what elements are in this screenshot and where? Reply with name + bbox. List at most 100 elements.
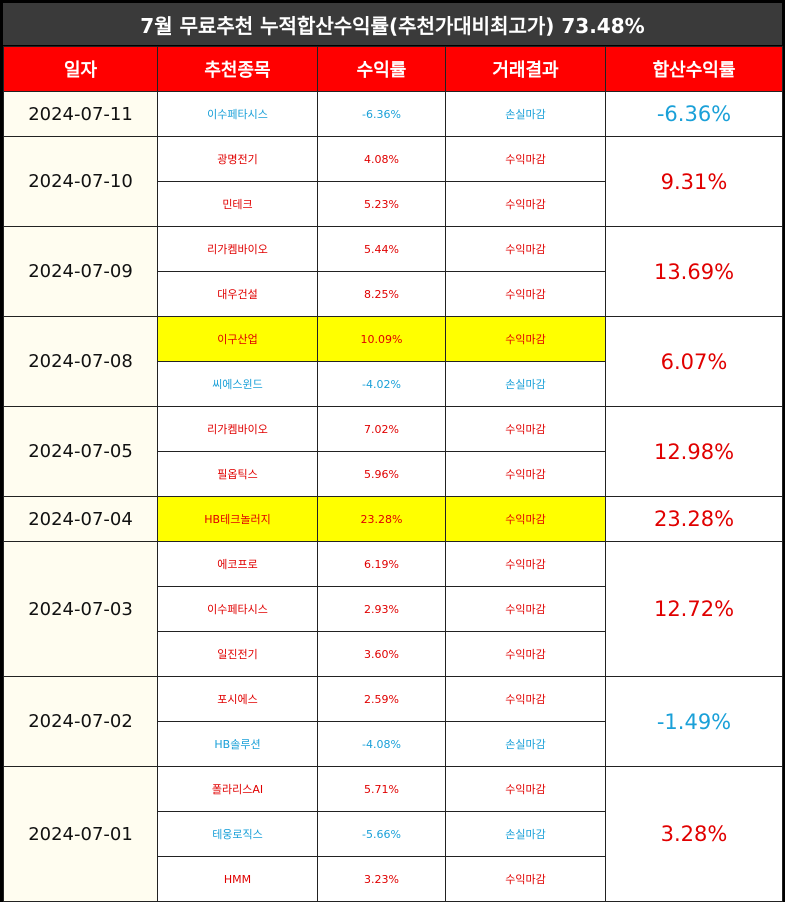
total-return-cell: 3.28% — [605, 766, 783, 902]
total-return-cell: -6.36% — [605, 91, 783, 137]
table-body: 2024-07-11 이수페타시스 -6.36% 손실마감 -6.36% 2024-07-… — [3, 91, 783, 902]
result-cell: 수익마감 — [445, 766, 606, 812]
table-row: 일진전기 3.60% 수익마감 — [4, 631, 783, 677]
date-cell: 2024-07-10 — [3, 136, 158, 227]
total-return-cell: 13.69% — [605, 226, 783, 317]
result-cell: 손실마감 — [445, 811, 606, 857]
stock-cell: 이수페타시스 — [157, 91, 318, 137]
date-cell: 2024-07-11 — [3, 91, 158, 137]
total-return-cell: 6.07% — [605, 316, 783, 407]
rate-cell: 2.93% — [317, 586, 446, 632]
table-row: HB솔루션 -4.08% 손실마감 — [4, 721, 783, 767]
result-cell: 수익마감 — [445, 451, 606, 497]
stock-cell: 민테크 — [157, 181, 318, 227]
stock-cell: 테웅로직스 — [157, 811, 318, 857]
result-cell: 수익마감 — [445, 181, 606, 227]
result-cell: 수익마감 — [445, 856, 606, 902]
rate-cell: -4.08% — [317, 721, 446, 767]
stock-cell: HB테크놀러지 — [157, 496, 318, 542]
total-return-cell: 9.31% — [605, 136, 783, 227]
result-cell: 수익마감 — [445, 496, 606, 542]
stock-cell: 이수페타시스 — [157, 586, 318, 632]
table-row: HMM 3.23% 수익마감 — [4, 856, 783, 902]
rate-cell: 5.96% — [317, 451, 446, 497]
page-title: 7월 무료추천 누적합산수익률(추천가대비최고가) 73.48% — [3, 3, 782, 45]
rate-cell: 2.59% — [317, 676, 446, 722]
returns-table-frame: 7월 무료추천 누적합산수익률(추천가대비최고가) 73.48% 일자 추천종목… — [3, 3, 783, 902]
table-row: 2024-07-11 이수페타시스 -6.36% 손실마감 -6.36% — [3, 91, 783, 137]
stock-cell: 일진전기 — [157, 631, 318, 677]
stock-cell: HMM — [157, 856, 318, 902]
header-date: 일자 — [3, 46, 158, 92]
table-row: 대우건설 8.25% 수익마감 — [4, 271, 783, 317]
date-cell: 2024-07-03 — [3, 541, 158, 677]
rate-cell: 23.28% — [317, 496, 446, 542]
header-result: 거래결과 — [445, 46, 606, 92]
rate-cell: 4.08% — [317, 136, 446, 182]
date-cell: 2024-07-05 — [3, 406, 158, 497]
stock-cell: 에코프로 — [157, 541, 318, 587]
date-cell: 2024-07-08 — [3, 316, 158, 407]
result-cell: 수익마감 — [445, 676, 606, 722]
date-cell: 2024-07-01 — [3, 766, 158, 902]
stock-cell: HB솔루션 — [157, 721, 318, 767]
rate-cell: 5.71% — [317, 766, 446, 812]
result-cell: 손실마감 — [445, 361, 606, 407]
result-cell: 손실마감 — [445, 91, 606, 137]
stock-cell: 폴라리스AI — [157, 766, 318, 812]
total-return-cell: 12.72% — [605, 541, 783, 677]
stock-cell: 광명전기 — [157, 136, 318, 182]
total-return-cell: 12.98% — [605, 406, 783, 497]
table-row: 2024-07-05 리가켐바이오 7.02% 수익마감 12.98% — [3, 406, 783, 497]
result-cell: 수익마감 — [445, 226, 606, 272]
table-row: 2024-07-08 이구산업 10.09% 수익마감 6.07% — [3, 316, 783, 407]
rate-cell: 10.09% — [317, 316, 446, 362]
rate-cell: 8.25% — [317, 271, 446, 317]
table-row: 2024-07-04 HB테크놀러지 23.28% 수익마감 23.28% — [3, 496, 783, 542]
result-cell: 수익마감 — [445, 541, 606, 587]
table-row: 2024-07-09 리가켐바이오 5.44% 수익마감 13.69% — [3, 226, 783, 317]
returns-table: 일자 추천종목 수익률 거래결과 합산수익률 2024-07-11 이수페타시스 -… — [3, 46, 783, 902]
rate-cell: -6.36% — [317, 91, 446, 137]
table-row: 2024-07-01 폴라리스AI 5.71% 수익마감 3.28% — [3, 766, 783, 902]
result-cell: 수익마감 — [445, 316, 606, 362]
stock-cell: 이구산업 — [157, 316, 318, 362]
rate-cell: 7.02% — [317, 406, 446, 452]
table-row: 필옵틱스 5.96% 수익마감 — [4, 451, 783, 497]
stock-cell: 리가켐바이오 — [157, 226, 318, 272]
result-cell: 수익마감 — [445, 136, 606, 182]
rate-cell: -5.66% — [317, 811, 446, 857]
header-total: 합산수익률 — [605, 46, 783, 92]
header-rate: 수익률 — [317, 46, 446, 92]
stock-cell: 포시에스 — [157, 676, 318, 722]
rate-cell: 5.23% — [317, 181, 446, 227]
header-stock: 추천종목 — [157, 46, 318, 92]
result-cell: 수익마감 — [445, 406, 606, 452]
stock-cell: 대우건설 — [157, 271, 318, 317]
stock-cell: 필옵틱스 — [157, 451, 318, 497]
table-header-row: 일자 추천종목 수익률 거래결과 합산수익률 — [3, 46, 783, 92]
table-row: 2024-07-03 에코프로 6.19% 수익마감 12.72% — [3, 541, 783, 677]
result-cell: 수익마감 — [445, 271, 606, 317]
rate-cell: 3.23% — [317, 856, 446, 902]
result-cell: 수익마감 — [445, 631, 606, 677]
table-row: 테웅로직스 -5.66% 손실마감 — [4, 811, 783, 857]
table-row: 민테크 5.23% 수익마감 — [4, 181, 783, 227]
table-row: 2024-07-02 포시에스 2.59% 수익마감 -1.49% — [3, 676, 783, 767]
total-return-cell: 23.28% — [605, 496, 783, 542]
result-cell: 수익마감 — [445, 586, 606, 632]
date-cell: 2024-07-02 — [3, 676, 158, 767]
rate-cell: 3.60% — [317, 631, 446, 677]
total-return-cell: -1.49% — [605, 676, 783, 767]
table-row: 씨에스윈드 -4.02% 손실마감 — [4, 361, 783, 407]
stock-cell: 씨에스윈드 — [157, 361, 318, 407]
date-cell: 2024-07-09 — [3, 226, 158, 317]
rate-cell: 6.19% — [317, 541, 446, 587]
table-row: 2024-07-10 광명전기 4.08% 수익마감 9.31% — [3, 136, 783, 227]
rate-cell: 5.44% — [317, 226, 446, 272]
table-row: 이수페타시스 2.93% 수익마감 — [4, 586, 783, 632]
stock-cell: 리가켐바이오 — [157, 406, 318, 452]
result-cell: 손실마감 — [445, 721, 606, 767]
rate-cell: -4.02% — [317, 361, 446, 407]
date-cell: 2024-07-04 — [3, 496, 158, 542]
